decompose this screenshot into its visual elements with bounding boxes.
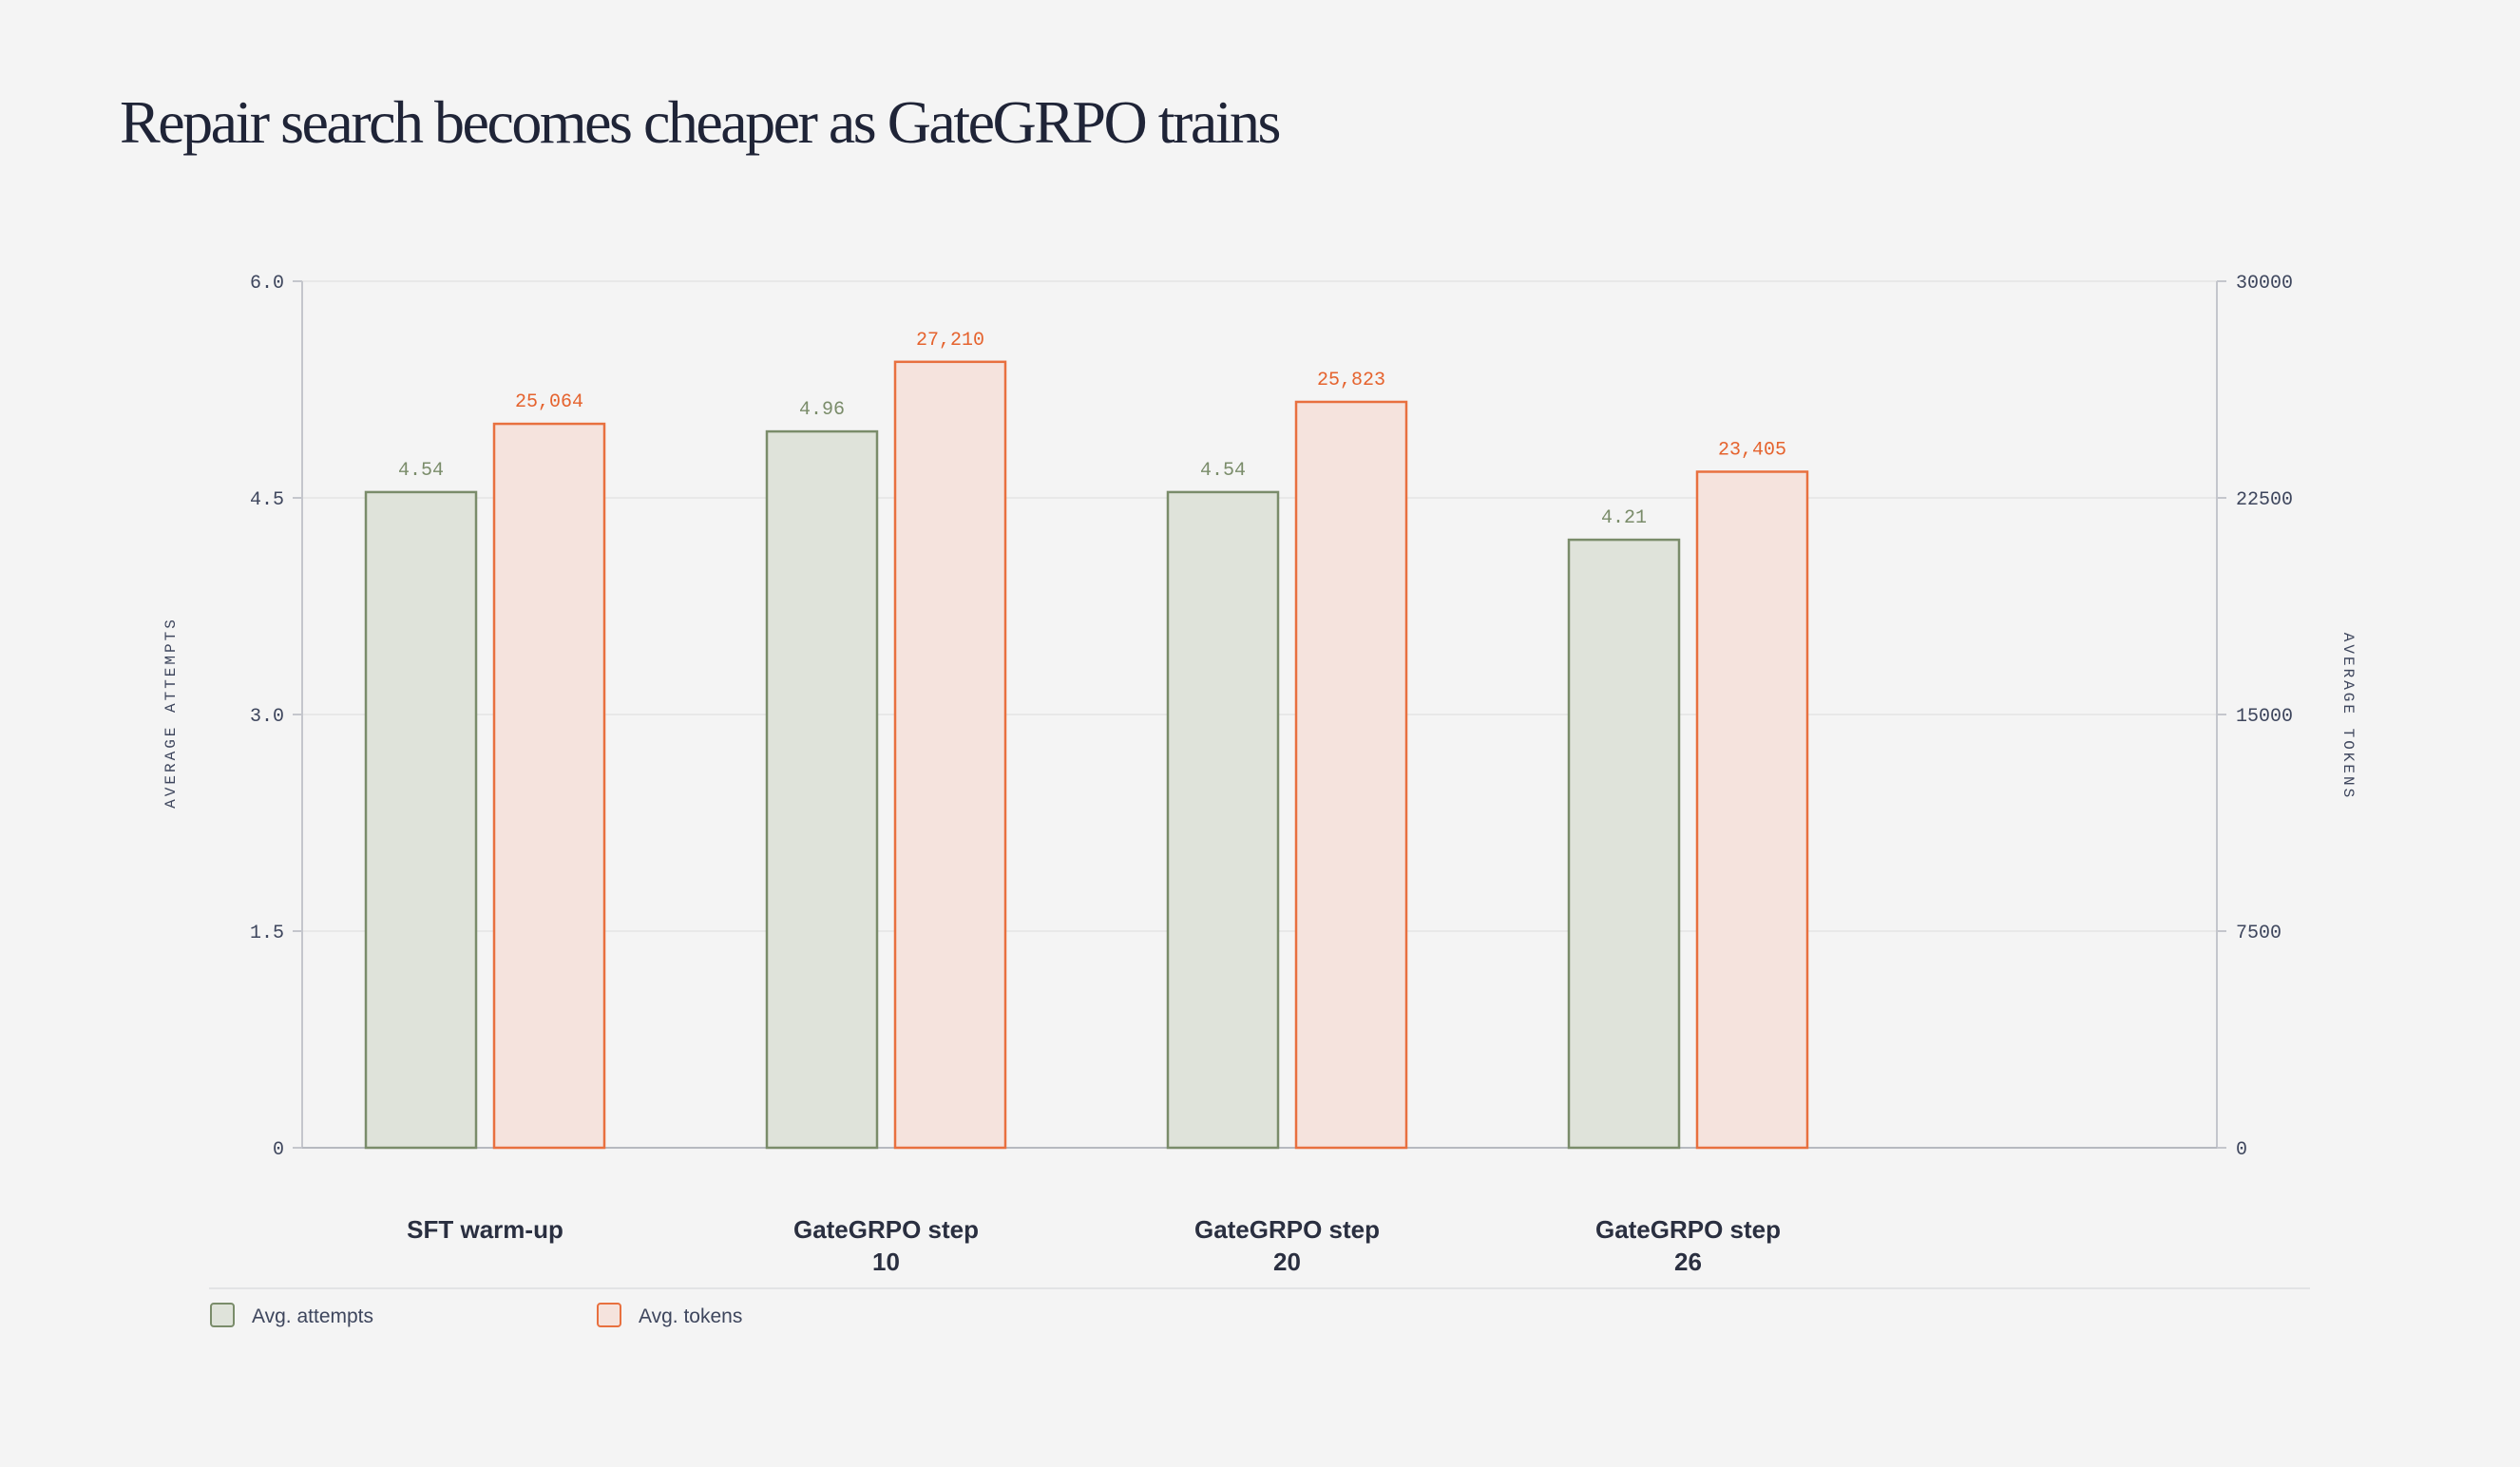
category-label-line: SFT warm-up xyxy=(407,1215,563,1244)
category-label: GateGRPO step 20 xyxy=(1194,1215,1380,1276)
data-label-attempts: 4.96 xyxy=(799,399,845,421)
bar-tokens xyxy=(1695,470,1809,1150)
data-label-attempts: 4.21 xyxy=(1601,507,1647,529)
legend-swatch-attempts xyxy=(210,1303,235,1327)
category-label-line: GateGRPO step xyxy=(1194,1215,1380,1244)
left-tick-label: 3.0 xyxy=(250,706,284,728)
data-label-tokens: 25,064 xyxy=(515,391,583,413)
bar-tokens xyxy=(893,360,1007,1150)
left-tick-label: 6.0 xyxy=(250,273,284,295)
category-label-line: GateGRPO step xyxy=(793,1215,979,1244)
data-label-attempts: 4.54 xyxy=(1200,460,1246,482)
right-tick-label: 30000 xyxy=(2236,273,2293,295)
right-tick-label: 15000 xyxy=(2236,706,2293,728)
category-label-line: 20 xyxy=(1273,1248,1301,1276)
data-label-attempts: 4.54 xyxy=(398,460,444,482)
right-tick-label: 7500 xyxy=(2236,923,2281,944)
chart-title: Repair search becomes cheaper as GateGRP… xyxy=(120,88,1281,156)
bar-tokens xyxy=(1294,400,1408,1150)
category-label: GateGRPO step 26 xyxy=(1595,1215,1781,1276)
left-tick-label: 0 xyxy=(273,1139,284,1161)
bar-attempts xyxy=(364,490,478,1150)
legend-label-tokens: Avg. tokens xyxy=(639,1305,742,1327)
left-axis-title: AVERAGE ATTEMPTS xyxy=(162,617,180,809)
data-label-tokens: 23,405 xyxy=(1718,439,1786,461)
data-label-tokens: 27,210 xyxy=(916,330,984,352)
legend-swatch-tokens xyxy=(597,1303,621,1327)
bar-tokens xyxy=(492,422,606,1150)
category-label: SFT warm-up xyxy=(407,1215,563,1244)
bar-attempts xyxy=(1567,538,1681,1150)
left-tick-label: 1.5 xyxy=(250,923,284,944)
left-tick-label: 4.5 xyxy=(250,489,284,511)
bar-attempts xyxy=(1166,490,1280,1150)
right-tick-label: 22500 xyxy=(2236,489,2293,511)
right-axis-title: AVERAGE TOKENS xyxy=(2339,633,2357,800)
category-label-line: 10 xyxy=(872,1248,900,1276)
bar-attempts xyxy=(765,429,879,1150)
right-tick-label: 0 xyxy=(2236,1139,2247,1161)
legend-label-attempts: Avg. attempts xyxy=(252,1305,373,1327)
category-label: GateGRPO step 10 xyxy=(793,1215,979,1276)
category-label-line: GateGRPO step xyxy=(1595,1215,1781,1244)
category-label-line: 26 xyxy=(1674,1248,1702,1276)
data-label-tokens: 25,823 xyxy=(1317,370,1385,391)
